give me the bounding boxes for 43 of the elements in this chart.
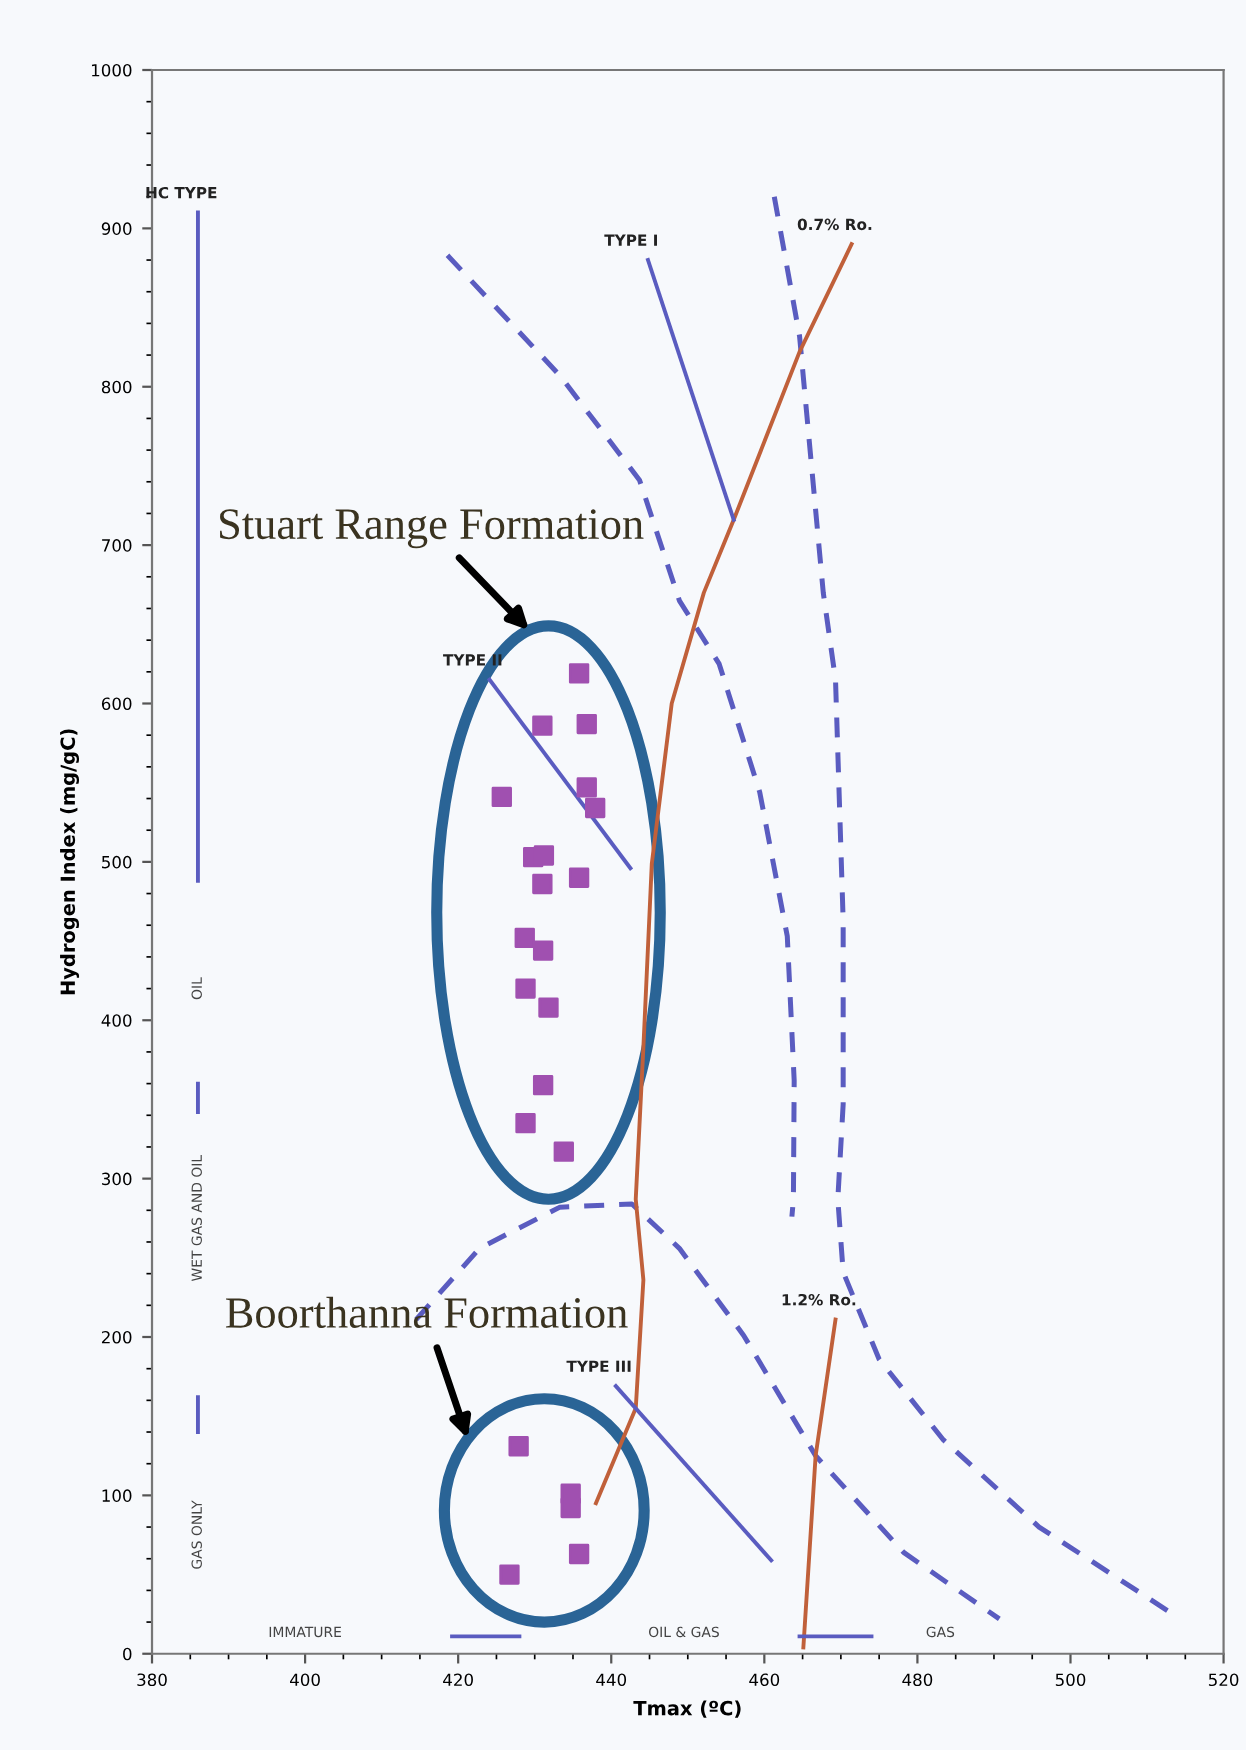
y-tick-label: 1000 [91,63,132,77]
point [533,845,555,866]
point [532,715,553,736]
y-tick-label: 800 [101,380,132,394]
point [585,797,606,819]
point [553,1141,574,1162]
point [532,1075,554,1096]
point [499,1564,520,1585]
x-axis-title: Tmax (ºC) [633,1700,741,1718]
line-series [444,252,797,1220]
y-tick-label: 400 [101,1014,132,1027]
y-tick-label: 0 [123,1647,132,1661]
point [576,713,597,735]
point [514,927,535,949]
x-tick-label: 400 [290,1673,320,1687]
point [532,940,554,961]
point [508,1436,529,1457]
point [568,663,590,684]
point [532,873,553,895]
x-tick-label: 380 [137,1673,167,1687]
x-tick-label: 460 [749,1673,780,1687]
point [538,997,559,1018]
x-tick-label: 420 [443,1673,473,1687]
point [515,1113,536,1134]
point [568,867,590,888]
y-tick-label: 600 [101,697,132,711]
y-tick-label: 200 [101,1330,132,1344]
point [491,786,512,808]
point [560,1497,581,1519]
point [568,1543,590,1565]
y-tick-label: 500 [102,855,132,869]
x-tick-label: 440 [596,1673,627,1687]
y-tick-label: 300 [102,1172,132,1186]
y-axis-title: Hydrogen Index (mg/gC) [60,729,80,995]
y-tick-label: 700 [102,539,132,552]
x-tick-label: 520 [1208,1673,1239,1687]
point [576,777,597,798]
y-tick-label: 900 [101,222,132,235]
y-tick-label: 100 [102,1489,132,1502]
x-tick-label: 500 [1055,1673,1086,1687]
point [515,978,536,999]
annotation: Stuart Range Formation [220,509,644,549]
x-tick-label: 480 [902,1673,933,1687]
